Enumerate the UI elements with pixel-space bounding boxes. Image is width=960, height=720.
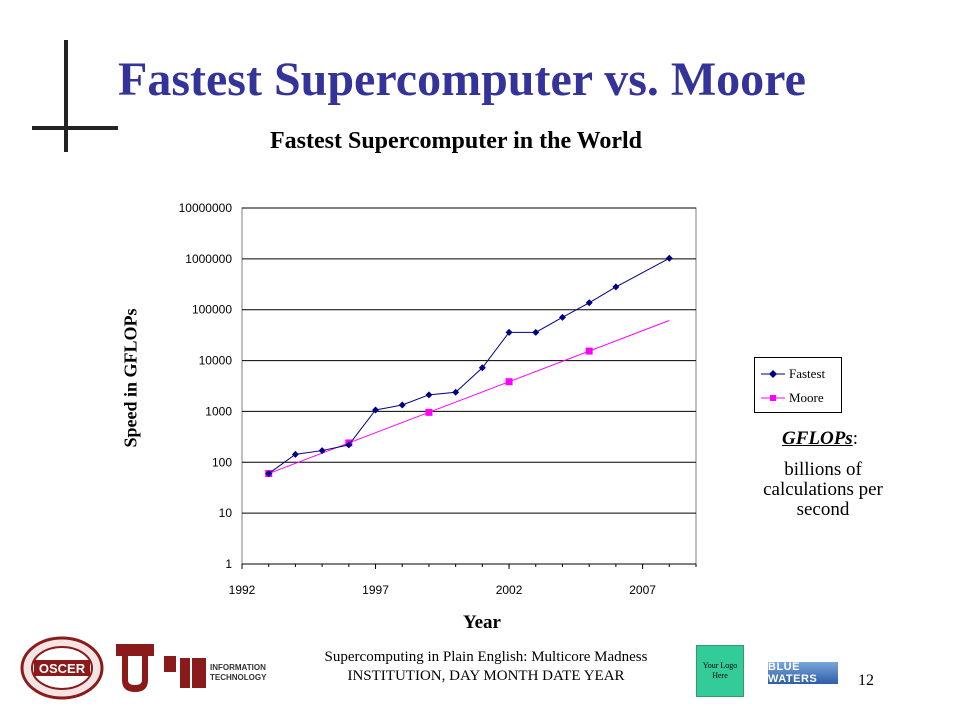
- moore-point: [425, 408, 433, 416]
- logo-placeholder: Your Logo Here: [696, 645, 744, 697]
- x-tick-label: 1997: [362, 583, 389, 597]
- fastest-point: [665, 254, 673, 262]
- y-axis-label: Speed in GFLOPs: [120, 308, 141, 448]
- slide-title: Fastest Supercomputer vs. Moore: [118, 53, 806, 106]
- footer-line-1: Supercomputing in Plain English: Multico…: [324, 649, 648, 665]
- x-tick-label: 2007: [629, 583, 656, 597]
- ou-logo-icon: [116, 644, 154, 692]
- annotation-colon: :: [852, 428, 858, 449]
- y-tick-label: 10000000: [179, 201, 233, 215]
- fastest-point: [612, 283, 620, 291]
- y-tick-label: 100: [212, 455, 232, 469]
- y-tick-label: 1000: [205, 404, 232, 418]
- fastest-point: [345, 441, 353, 449]
- chart-legend: Fastest Moore: [754, 357, 842, 413]
- fastest-point: [425, 391, 433, 399]
- fastest-point: [478, 364, 486, 372]
- fastest-point: [291, 450, 299, 458]
- svg-text:INFORMATION: INFORMATION: [210, 663, 266, 672]
- y-tick-label: 10: [219, 506, 233, 520]
- fastest-point: [532, 328, 540, 336]
- fastest-point: [558, 313, 566, 321]
- footer-line-2: INSTITUTION, DAY MONTH DATE YEAR: [347, 668, 625, 684]
- chart-title: Fastest Supercomputer in the World: [270, 128, 643, 154]
- annotation-definition: billions of calculations per second: [763, 459, 883, 520]
- page-number: 12: [858, 672, 874, 689]
- plot-area: [241, 207, 697, 565]
- annotation-heading: GFLOPs:: [740, 428, 900, 450]
- annotation-term: GFLOPs: [781, 428, 853, 449]
- fastest-point: [505, 328, 513, 336]
- footer-text: Supercomputing in Plain English: Multico…: [284, 648, 688, 686]
- blue-waters-logo: BLUE WATERS: [768, 661, 838, 685]
- legend-item-moore: Moore: [761, 389, 824, 407]
- x-axis-label: Year: [463, 612, 501, 633]
- corner-accent-vertical: [64, 40, 68, 152]
- oscer-logo-icon: OSCER: [20, 636, 104, 700]
- x-tick-label: 2002: [496, 583, 523, 597]
- corner-accent-horizontal: [32, 126, 118, 130]
- y-tick-label: 100000: [192, 303, 232, 317]
- moore-point: [585, 347, 593, 355]
- y-tick-label: 1000000: [185, 252, 232, 266]
- svg-text:OSCER: OSCER: [39, 661, 86, 676]
- legend-swatch-moore: [761, 395, 785, 401]
- moore-point: [505, 378, 513, 386]
- y-tick-label: 10000: [199, 354, 233, 368]
- legend-label-fastest: Fastest: [789, 366, 826, 381]
- legend-swatch-fastest: [761, 370, 785, 378]
- y-tick-label: 1: [225, 557, 232, 571]
- legend-item-fastest: Fastest: [761, 365, 825, 383]
- fastest-point: [398, 401, 406, 409]
- legend-label-moore: Moore: [789, 390, 824, 405]
- fastest-point: [452, 388, 460, 396]
- fastest-point: [265, 470, 273, 478]
- x-tick-label: 1992: [229, 583, 256, 597]
- fastest-point: [318, 447, 326, 455]
- svg-text:TECHNOLOGY: TECHNOLOGY: [210, 673, 267, 682]
- it-logo-icon: INFORMATION TECHNOLOGY: [164, 656, 267, 688]
- fastest-point: [585, 299, 593, 307]
- fastest-point: [372, 406, 380, 414]
